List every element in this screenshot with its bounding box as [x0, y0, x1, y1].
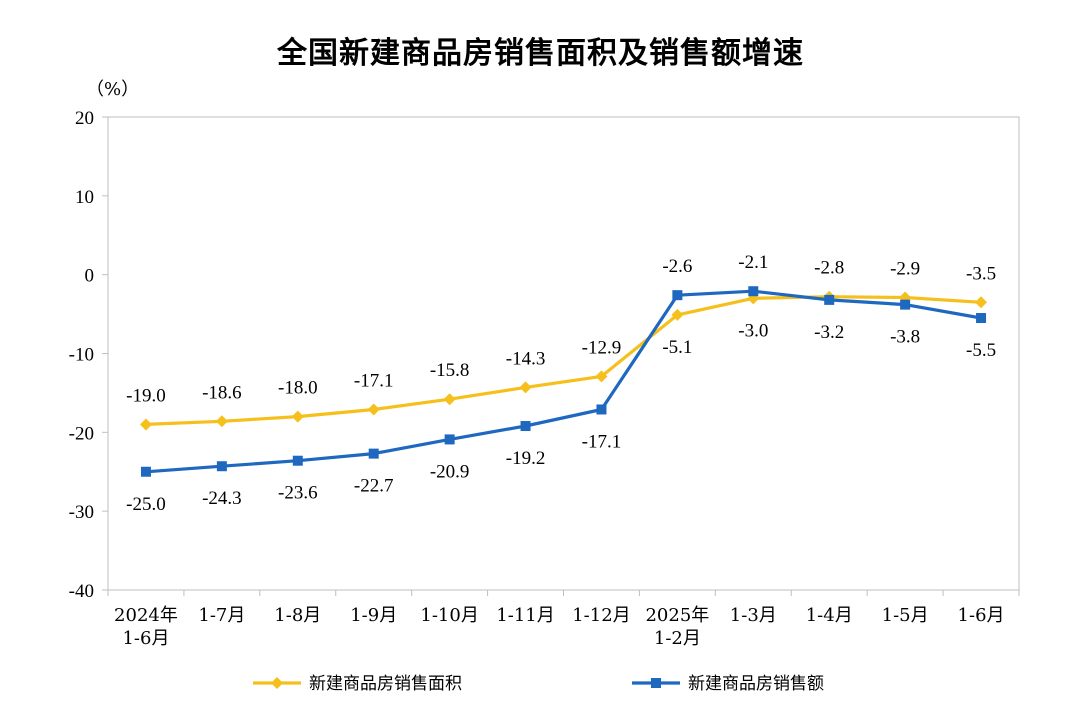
- series-1-data-label: -18.6: [202, 382, 242, 403]
- series-1-point: [519, 381, 532, 394]
- x-tick-label: 1-6月: [958, 605, 1005, 626]
- series-1-point: [443, 393, 456, 406]
- data-labels: -19.0 -18.6 -18.0 -17.1 -15.8 -14.3 -12.9 -5.1 -…: [126, 252, 996, 515]
- series-2-data-label: -23.6: [278, 483, 318, 504]
- x-tick-label: 1-3月: [730, 605, 777, 626]
- x-tick-label: 1-4月: [806, 605, 853, 626]
- legend-marker: [651, 678, 661, 688]
- y-axis-ticks: 20 10 0 -10 -20 -30 -40: [69, 108, 108, 602]
- series-2-point: [444, 434, 455, 445]
- y-tick-label: -10: [69, 345, 94, 366]
- legend-label: 新建商品房销售面积: [309, 674, 462, 694]
- series-2-point: [368, 448, 379, 459]
- series-2-point: [748, 286, 759, 297]
- series-1-data-label: -3.0: [738, 320, 768, 341]
- series-2-point: [596, 404, 607, 415]
- series-2-point: [672, 290, 683, 301]
- series-2-data-label: -25.0: [126, 494, 166, 515]
- legend-marker: [271, 677, 283, 689]
- legend: 新建商品房销售面积 新建商品房销售额: [253, 674, 824, 694]
- series-1-point: [975, 296, 988, 309]
- series-2-data-label: -19.2: [506, 448, 546, 469]
- series-1-point: [139, 418, 152, 431]
- series-2-point: [520, 421, 531, 432]
- series-2-data-label: -2.1: [738, 252, 768, 273]
- series-2-point: [292, 455, 303, 466]
- series-2-point: [900, 299, 911, 310]
- y-tick-label: 20: [75, 108, 94, 129]
- x-axis-ticks: 2024年 1-6月 1-7月 1-8月 1-9月 1-10月 1-11月 1-12月 2025…: [107, 590, 1020, 649]
- y-tick-label: 10: [75, 187, 94, 208]
- series-2-point: [140, 466, 151, 477]
- series-markers: [139, 286, 988, 477]
- series-2-point: [976, 313, 987, 324]
- y-tick-label: -30: [69, 502, 94, 523]
- series-1-point: [671, 308, 684, 321]
- chart-title: 全国新建商品房销售面积及销售额增速: [277, 36, 804, 71]
- series-lines: [145, 289, 982, 474]
- x-tick-label: 1-11月: [496, 605, 554, 626]
- series-1-data-label: -17.1: [354, 370, 394, 391]
- y-tick-label: -40: [69, 581, 94, 602]
- series-1-data-label: -5.1: [662, 337, 692, 358]
- series-1-data-label: -3.5: [966, 263, 996, 284]
- x-tick-label: 1-10月: [420, 605, 478, 626]
- series-2-data-label: -22.7: [354, 476, 394, 497]
- y-tick-label: -20: [69, 423, 94, 444]
- plot-area-frame: [107, 116, 1020, 591]
- x-tick-label: 1-8月: [274, 605, 321, 626]
- series-2-data-label: -17.1: [582, 431, 622, 452]
- series-1-data-label: -18.0: [278, 378, 318, 399]
- series-1-data-label: -12.9: [582, 337, 622, 358]
- series-1-point: [595, 370, 608, 383]
- x-tick-label: 1-9月: [350, 605, 397, 626]
- series-1-data-label: -2.9: [890, 259, 920, 280]
- x-tick-label: 2025年 1-2月: [645, 605, 709, 649]
- series-2-data-label: -20.9: [430, 461, 470, 482]
- x-tick-label: 1-5月: [882, 605, 929, 626]
- y-tick-label: 0: [85, 266, 95, 287]
- series-1-data-label: -2.8: [814, 258, 844, 279]
- series-2-point: [216, 461, 227, 472]
- series-2-data-label: -24.3: [202, 488, 242, 509]
- y-axis-unit-label: （%）: [86, 79, 139, 100]
- series-2-point: [824, 294, 835, 305]
- series-2-data-label: -3.8: [890, 327, 920, 348]
- x-tick-label: 1-7月: [198, 605, 245, 626]
- legend-label: 新建商品房销售额: [688, 674, 824, 694]
- x-tick-label: 2024年 1-6月: [114, 605, 178, 649]
- series-1-data-label: -19.0: [126, 385, 166, 406]
- series-line-1: [145, 295, 982, 426]
- series-2-data-label: -2.6: [662, 256, 692, 277]
- series-1-point: [367, 403, 380, 416]
- series-2-data-label: -5.5: [966, 340, 996, 361]
- series-1-data-label: -14.3: [506, 348, 546, 369]
- series-line-2: [145, 289, 982, 474]
- x-tick-label: 1-12月: [572, 605, 630, 626]
- series-2-data-label: -3.2: [814, 322, 844, 343]
- series-1-point: [291, 410, 304, 423]
- series-1-point: [215, 415, 228, 428]
- series-1-data-label: -15.8: [430, 360, 470, 381]
